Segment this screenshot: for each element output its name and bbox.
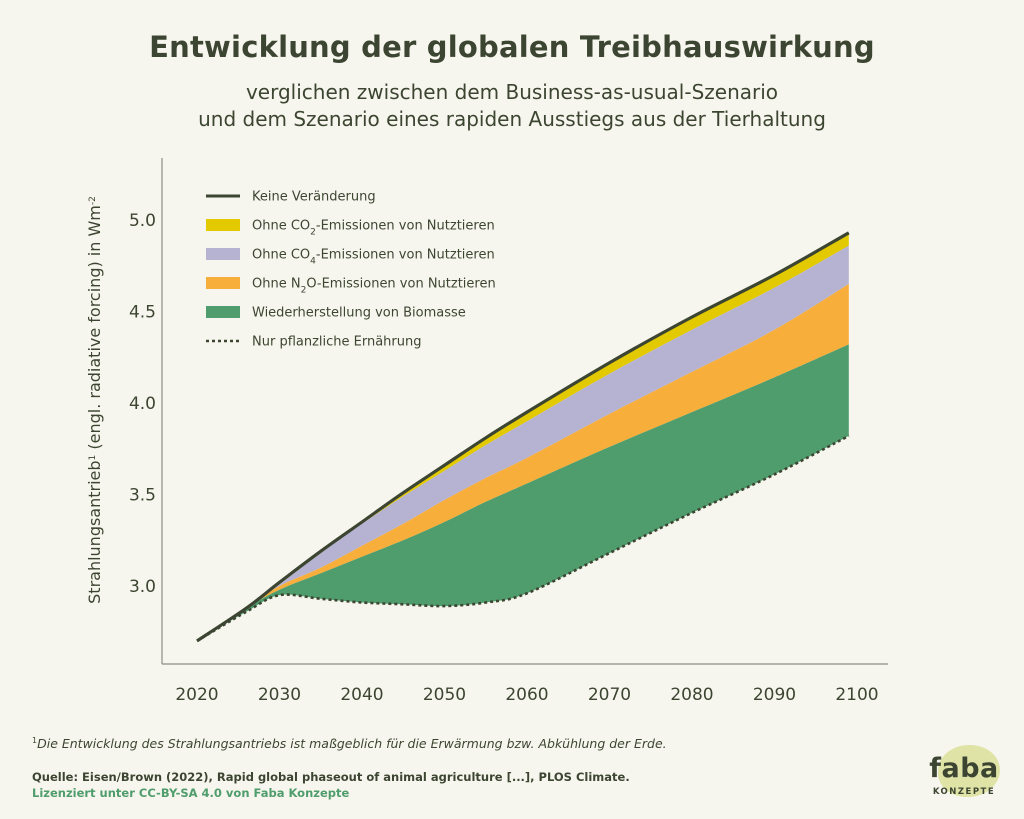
y-tick-label: 3.0 (129, 577, 156, 597)
legend-n2o-swatch (206, 277, 240, 289)
biomass-area (197, 344, 849, 641)
chart-subtitle-line-1: verglichen zwischen dem Business-as-usua… (245, 80, 779, 104)
x-tick-label: 2040 (340, 685, 383, 705)
no-change-line (196, 231, 850, 643)
x-tick-label: 2020 (175, 685, 218, 705)
legend-ch4-swatch (206, 248, 240, 260)
legend-n2o-label: Ohne N2O-Emissionen von Nutztieren (252, 277, 496, 296)
faba-logo: faba KONZEPTE (918, 745, 1004, 805)
x-tick-label: 2080 (670, 685, 713, 705)
x-tick-label: 2070 (588, 685, 631, 705)
y-tick-labels: 3.0 3.5 4.0 4.5 5.0 (129, 211, 156, 597)
y-tick-label: 5.0 (129, 211, 156, 231)
legend-co2-swatch (206, 219, 240, 231)
legend-no-change-label: Keine Veränderung (252, 190, 376, 205)
chart-lines (196, 231, 850, 643)
chart-title: Entwicklung der globalen Treibhauswirkun… (149, 30, 875, 64)
plant-based-dotted-line (196, 434, 850, 643)
legend-ch4-label: Ohne CO4-Emissionen von Nutztieren (252, 248, 495, 267)
footnote: 1Die Entwicklung des Strahlungsantriebs … (32, 736, 667, 751)
footnote-text: Die Entwicklung des Strahlungsantriebs i… (37, 736, 667, 752)
y-tick-label: 3.5 (129, 486, 156, 506)
chart-subtitle-line-2: und dem Szenario eines rapiden Ausstiegs… (198, 107, 826, 131)
source-citation: Quelle: Eisen/Brown (2022), Rapid global… (32, 770, 630, 784)
x-tick-label: 2060 (505, 685, 548, 705)
y-tick-label: 4.0 (129, 394, 156, 414)
logo-subtitle: KONZEPTE (932, 787, 996, 797)
legend-biomass-swatch (206, 306, 240, 318)
n2o-area (197, 284, 849, 641)
chart-areas (197, 232, 849, 641)
legend-co2-label: Ohne CO2-Emissionen von Nutztieren (252, 219, 495, 238)
x-tick-labels: 2020 2030 2040 2050 2060 2070 2080 2090 2100 (175, 685, 878, 705)
chart-legend: Keine Veränderung Ohne CO2-Emissionen von… (206, 190, 496, 350)
y-axis-label: Strahlungsantrieb1 (engl. radiative forc… (85, 196, 104, 604)
logo-wordmark: faba (929, 753, 999, 784)
chart-axes (161, 158, 888, 665)
co2-area (197, 232, 849, 641)
x-tick-label: 2030 (258, 685, 301, 705)
legend-biomass-label: Wiederherstellung von Biomasse (252, 306, 466, 321)
logo-blob (938, 745, 1000, 797)
x-tick-label: 2100 (835, 685, 878, 705)
footnote-mark: 1 (32, 736, 38, 745)
license-link[interactable]: Lizenziert unter CC-BY-SA 4.0 von Faba K… (32, 786, 350, 800)
x-tick-label: 2050 (423, 685, 466, 705)
y-tick-label: 4.5 (129, 303, 156, 323)
legend-plant-based-label: Nur pflanzliche Ernährung (252, 335, 422, 350)
ch4-area (197, 245, 849, 641)
x-tick-label: 2090 (753, 685, 796, 705)
